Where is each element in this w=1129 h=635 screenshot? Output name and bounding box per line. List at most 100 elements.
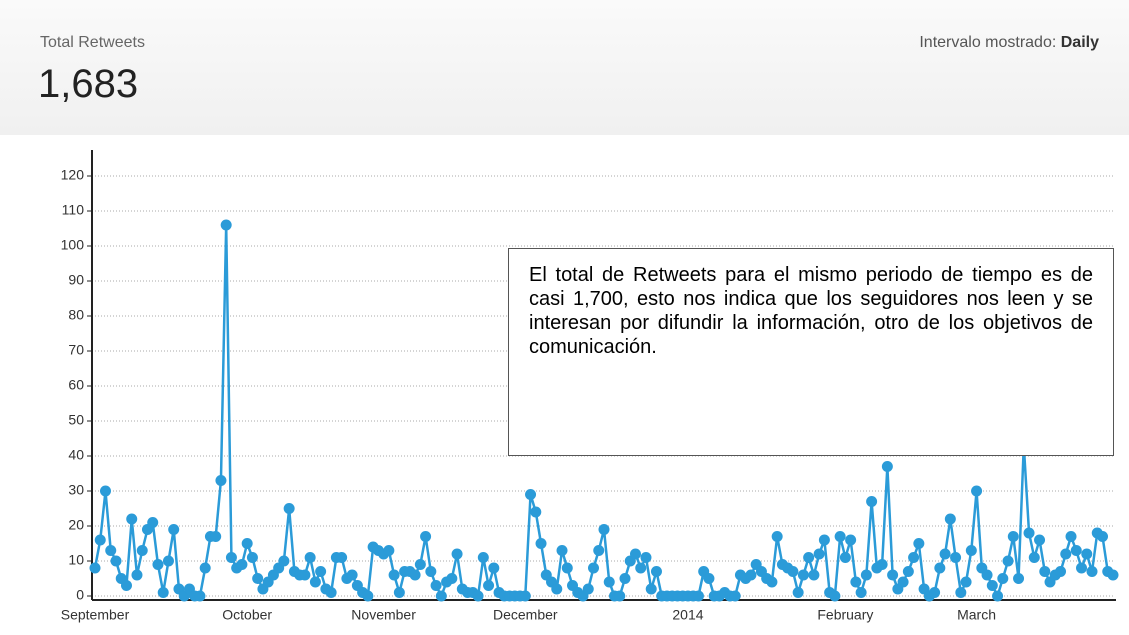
point	[162, 555, 174, 567]
point	[902, 566, 914, 577]
point	[525, 489, 537, 500]
point	[278, 555, 290, 567]
interval: Intervalo mostrado: Daily	[919, 34, 1099, 52]
point	[152, 559, 164, 570]
y-tick-label: 20	[68, 517, 84, 533]
point	[304, 552, 316, 563]
point	[383, 545, 395, 556]
x-tick-label: October	[222, 607, 272, 623]
point	[315, 566, 327, 577]
point	[593, 545, 605, 556]
point	[131, 569, 143, 581]
point	[797, 569, 809, 581]
point	[241, 538, 253, 549]
interval-label: Intervalo mostrado:	[919, 34, 1057, 51]
point	[866, 496, 878, 507]
y-tick-label: 70	[68, 342, 84, 358]
point	[215, 475, 227, 486]
point	[409, 569, 421, 581]
point	[897, 576, 909, 588]
point	[845, 534, 857, 546]
point	[997, 573, 1009, 584]
point	[971, 485, 983, 497]
point	[640, 552, 652, 563]
x-tick-label: November	[351, 607, 416, 623]
annotation: El total de Retweets para el mismo perio…	[508, 248, 1114, 456]
point	[519, 590, 531, 602]
point	[1065, 531, 1077, 542]
point	[1028, 552, 1040, 563]
y-tick-label: 100	[61, 237, 85, 253]
point	[692, 590, 704, 602]
point	[483, 580, 495, 591]
point	[929, 587, 941, 598]
point	[745, 569, 757, 581]
point	[446, 573, 458, 584]
point	[813, 548, 825, 560]
x-tick-label: 2014	[672, 607, 703, 623]
point	[325, 587, 337, 598]
point	[913, 538, 925, 549]
point	[614, 590, 626, 602]
point	[876, 559, 888, 570]
point	[803, 552, 815, 563]
point	[908, 552, 920, 563]
point	[834, 531, 846, 542]
point	[729, 590, 741, 602]
point	[934, 562, 946, 574]
point	[771, 531, 783, 542]
point	[850, 576, 862, 588]
point	[1076, 562, 1088, 574]
point	[362, 590, 374, 602]
point	[472, 590, 484, 602]
y-tick-label: 10	[68, 552, 84, 568]
point	[168, 524, 180, 535]
point	[220, 219, 232, 231]
point	[126, 513, 138, 525]
point	[194, 590, 206, 602]
point	[225, 552, 237, 563]
point	[147, 517, 159, 528]
x-tick-label: September	[61, 607, 130, 623]
point	[556, 545, 568, 556]
x-tick-label: December	[493, 607, 558, 623]
point	[887, 569, 899, 581]
point	[236, 559, 248, 570]
point	[1023, 527, 1035, 539]
point	[881, 461, 893, 472]
point	[829, 590, 841, 602]
point	[309, 576, 321, 588]
point	[252, 573, 264, 584]
point	[619, 573, 631, 584]
point	[955, 587, 967, 598]
y-tick-label: 60	[68, 377, 84, 393]
point	[435, 590, 447, 602]
point	[855, 587, 867, 598]
point	[388, 569, 400, 581]
point	[1086, 566, 1098, 577]
point	[530, 506, 542, 518]
point	[105, 545, 117, 556]
point	[283, 503, 295, 514]
y-tick-label: 50	[68, 412, 84, 428]
point	[939, 548, 951, 560]
point	[1097, 531, 1109, 542]
point	[561, 562, 573, 574]
point	[588, 562, 600, 574]
point	[944, 513, 956, 525]
point	[110, 555, 122, 567]
point	[650, 566, 662, 577]
point	[210, 531, 222, 542]
x-tick-label: February	[817, 607, 873, 623]
y-tick-label: 110	[62, 202, 85, 218]
point	[992, 590, 1004, 602]
point	[1055, 566, 1067, 577]
header: Total Retweets 1,683 Intervalo mostrado:…	[0, 0, 1129, 135]
y-tick-label: 40	[68, 447, 84, 463]
point	[336, 552, 348, 563]
point	[1007, 531, 1019, 542]
point	[860, 569, 872, 581]
metric-total: 1,683	[38, 62, 139, 106]
